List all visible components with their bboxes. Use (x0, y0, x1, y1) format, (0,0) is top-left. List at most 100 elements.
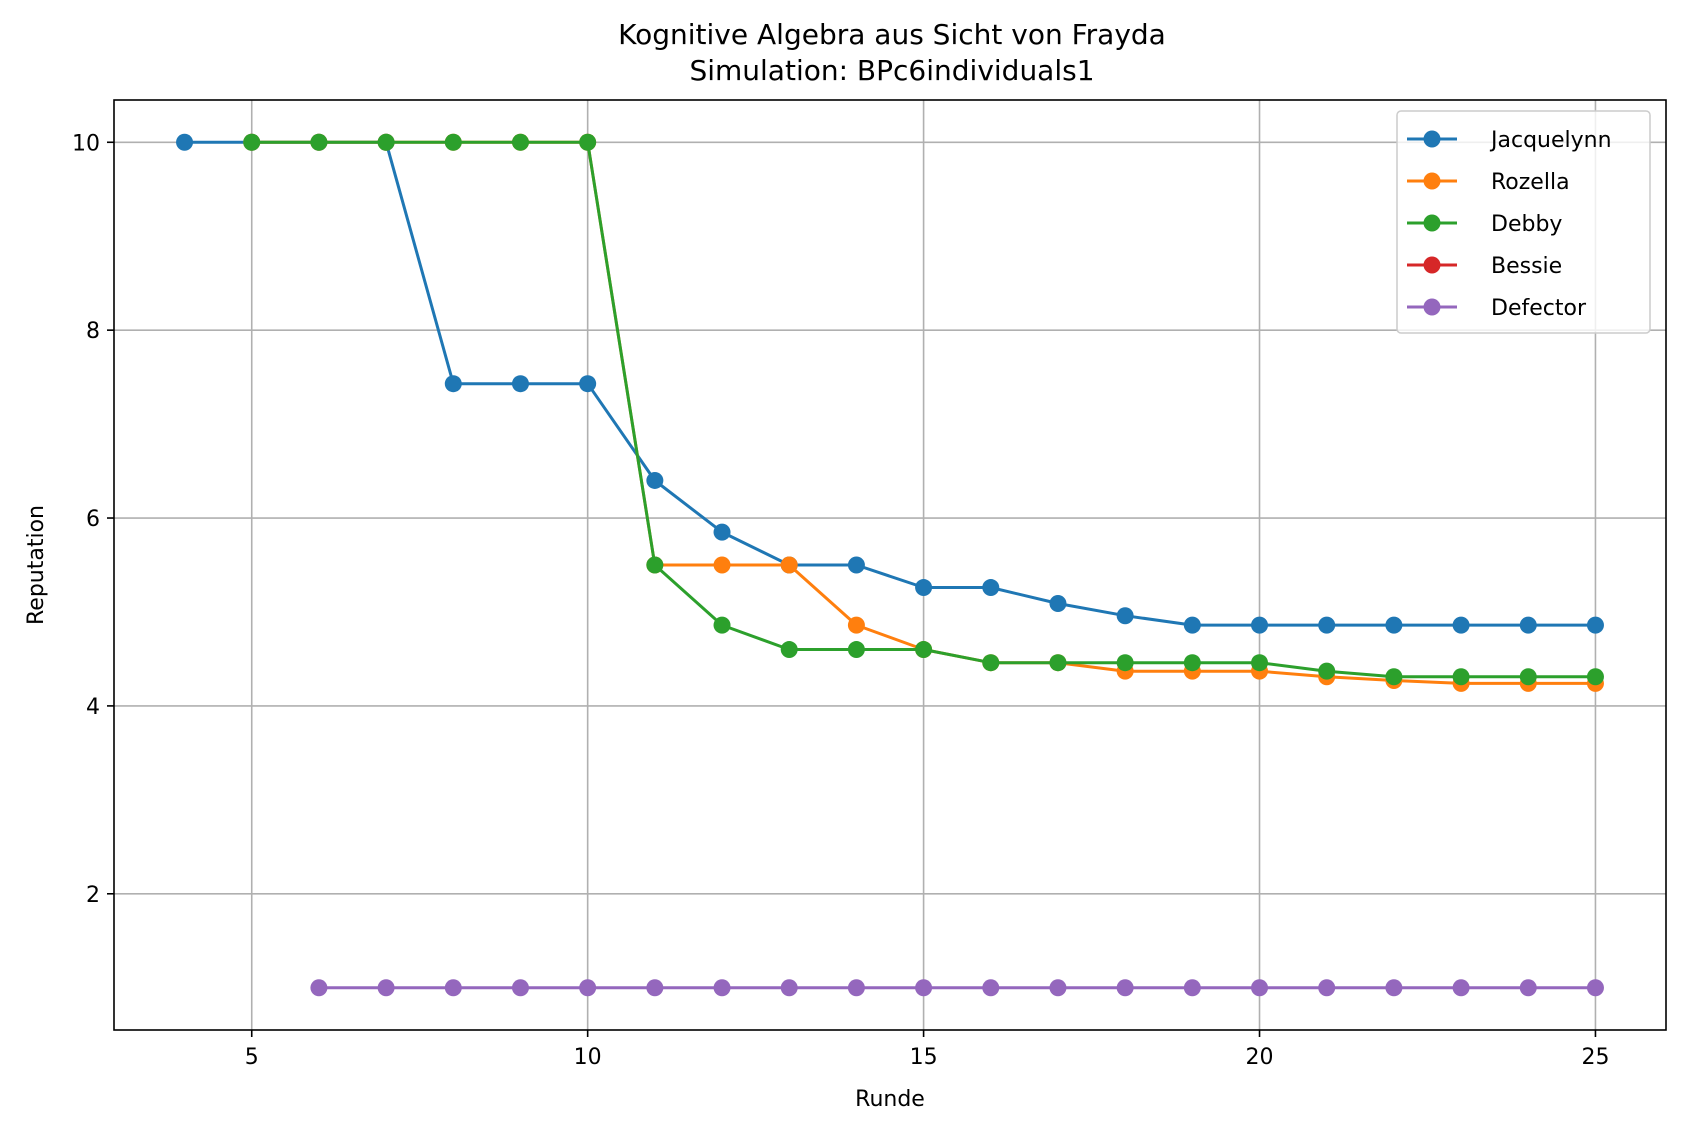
data-point (243, 133, 261, 151)
plot-frame (113, 99, 1667, 1031)
legend-marker (1423, 214, 1441, 232)
x-tick-label: 5 (245, 1045, 259, 1070)
series-line (184, 140, 1596, 627)
data-point (1049, 595, 1067, 613)
data-point (1183, 654, 1201, 672)
y-axis-label: Reputation (24, 505, 49, 625)
data-point (579, 979, 597, 997)
data-point (1519, 668, 1537, 686)
data-point (780, 556, 798, 574)
data-point (377, 979, 395, 997)
legend-marker (1423, 172, 1441, 190)
data-point (310, 979, 328, 997)
data-point (1049, 979, 1067, 997)
legend-item-jacquelynn: Jacquelynn (1407, 128, 1612, 153)
y-tick-label: 6 (86, 507, 100, 532)
x-axis-ticks: 5 10 15 20 25 (245, 1030, 1609, 1070)
data-point (982, 654, 1000, 672)
data-point (1318, 616, 1336, 634)
data-point (1251, 616, 1269, 634)
data-point (1452, 668, 1470, 686)
data-point (1385, 616, 1403, 634)
data-point (982, 579, 1000, 597)
y-tick-label: 2 (86, 883, 100, 908)
data-point (511, 375, 529, 393)
data-point (444, 375, 462, 393)
data-point (847, 616, 865, 634)
legend-label: Defector (1491, 296, 1587, 321)
y-tick-label: 10 (72, 131, 100, 156)
x-tick-label: 20 (1246, 1045, 1274, 1070)
data-point (1519, 979, 1537, 997)
data-point (1049, 654, 1067, 672)
data-point (646, 471, 664, 489)
data-point (444, 979, 462, 997)
series-debby (243, 133, 1604, 686)
chart-subtitle: Simulation: BPc6individuals1 (689, 54, 1094, 87)
data-point (915, 579, 933, 597)
data-point (444, 133, 462, 151)
data-point (1183, 616, 1201, 634)
series-layer (176, 133, 1604, 997)
data-point (511, 979, 529, 997)
data-point (1183, 979, 1201, 997)
data-point (646, 556, 664, 574)
legend-item-defector: Defector (1407, 296, 1587, 321)
data-point (847, 979, 865, 997)
data-point (915, 641, 933, 659)
legend-item-debby: Debby (1407, 212, 1562, 237)
legend-marker (1423, 130, 1441, 148)
data-point (1586, 616, 1604, 634)
legend: Jacquelynn Rozella Debby Bessie Defector (1396, 110, 1651, 334)
y-tick-label: 4 (86, 695, 100, 720)
data-point (1251, 654, 1269, 672)
data-point (511, 133, 529, 151)
legend-label: Debby (1491, 212, 1562, 237)
data-point (579, 133, 597, 151)
legend-box (1396, 110, 1651, 334)
data-point (1385, 668, 1403, 686)
data-point (1452, 979, 1470, 997)
x-tick-label: 10 (574, 1045, 602, 1070)
legend-marker (1423, 298, 1441, 316)
data-point (847, 641, 865, 659)
data-point (377, 133, 395, 151)
chart-title: Kognitive Algebra aus Sicht von Frayda (618, 18, 1166, 51)
legend-label: Bessie (1491, 254, 1562, 279)
data-point (1116, 607, 1134, 625)
data-point (713, 979, 731, 997)
data-point (646, 979, 664, 997)
legend-label: Jacquelynn (1489, 128, 1612, 153)
data-point (915, 979, 933, 997)
y-axis-ticks: 2 4 6 8 10 (72, 131, 114, 908)
data-point (1116, 979, 1134, 997)
data-point (780, 979, 798, 997)
data-point (982, 979, 1000, 997)
data-point (176, 133, 194, 151)
data-point (1586, 979, 1604, 997)
series-defector (310, 979, 1604, 997)
legend-marker (1423, 256, 1441, 274)
y-tick-label: 8 (86, 319, 100, 344)
data-point (713, 556, 731, 574)
legend-label: Rozella (1491, 170, 1570, 195)
x-tick-label: 15 (910, 1045, 938, 1070)
data-point (579, 375, 597, 393)
data-point (780, 641, 798, 659)
data-point (1519, 616, 1537, 634)
data-point (310, 133, 328, 151)
data-point (1385, 979, 1403, 997)
data-point (1452, 616, 1470, 634)
data-point (713, 616, 731, 634)
legend-item-bessie: Bessie (1407, 254, 1562, 279)
data-point (1586, 668, 1604, 686)
legend-item-rozella: Rozella (1407, 170, 1570, 195)
data-point (1318, 662, 1336, 680)
data-point (1116, 654, 1134, 672)
x-axis-label: Runde (855, 1087, 925, 1112)
data-point (847, 556, 865, 574)
data-point (713, 523, 731, 541)
data-point (1318, 979, 1336, 997)
data-point (1251, 979, 1269, 997)
